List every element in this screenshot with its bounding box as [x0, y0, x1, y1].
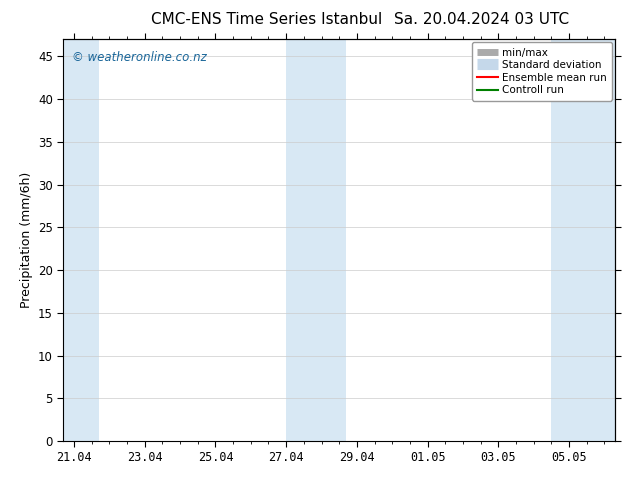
Bar — [63, 39, 99, 441]
Bar — [286, 39, 346, 441]
Text: © weatheronline.co.nz: © weatheronline.co.nz — [72, 51, 207, 64]
Text: Sa. 20.04.2024 03 UTC: Sa. 20.04.2024 03 UTC — [394, 12, 569, 27]
Y-axis label: Precipitation (mm/6h): Precipitation (mm/6h) — [20, 172, 32, 308]
Legend: min/max, Standard deviation, Ensemble mean run, Controll run: min/max, Standard deviation, Ensemble me… — [472, 42, 612, 100]
Text: CMC-ENS Time Series Istanbul: CMC-ENS Time Series Istanbul — [151, 12, 382, 27]
Bar — [552, 39, 615, 441]
